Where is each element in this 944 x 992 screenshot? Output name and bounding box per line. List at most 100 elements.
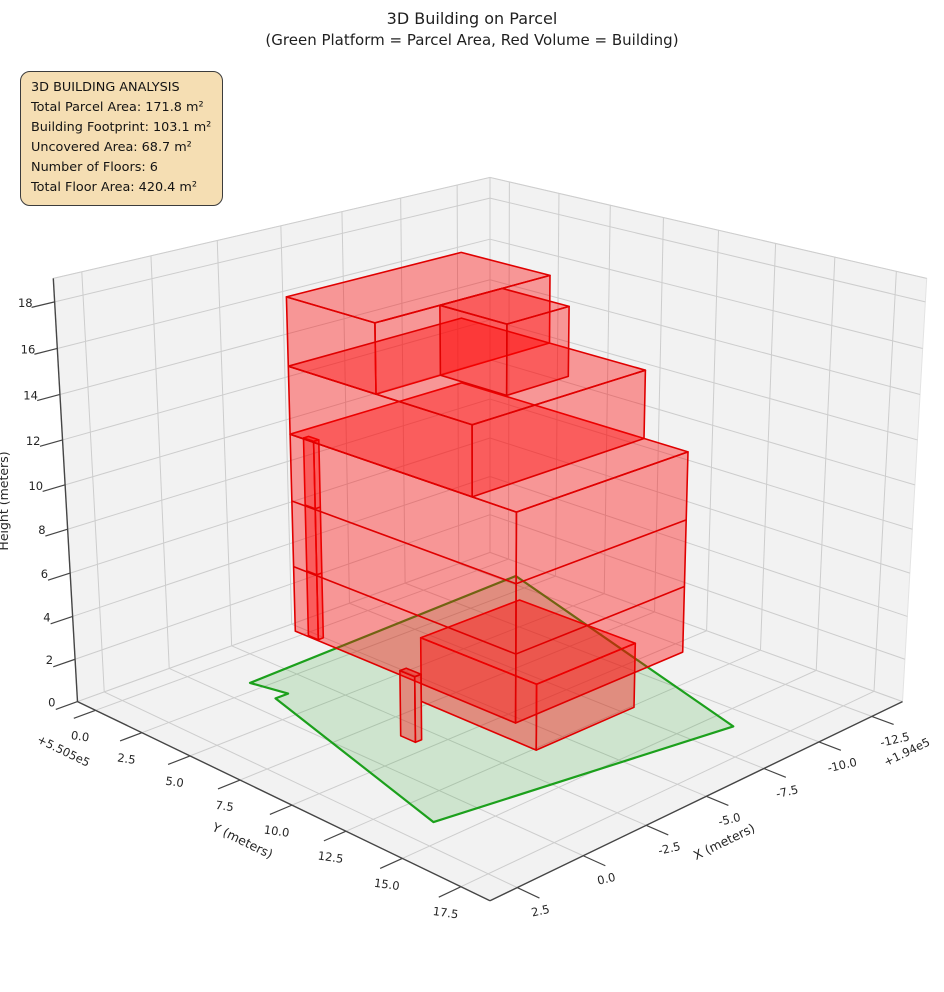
- y-gridline: [239, 611, 655, 781]
- building-entry-column-front-face: [399, 669, 417, 744]
- x-gridline: [291, 623, 707, 797]
- z-tick: [42, 484, 66, 493]
- y-tick: [119, 732, 143, 742]
- x-tick-label: -2.5: [657, 839, 682, 858]
- x-axis-line: [489, 700, 903, 902]
- y-gridline: [402, 669, 817, 859]
- x-tick: [871, 715, 894, 725]
- analysis-info-box: 3D BUILDING ANALYSIS Total Parcel Area: …: [20, 71, 224, 206]
- x-gridline: [456, 185, 460, 564]
- y-tick: [217, 779, 241, 790]
- y-gridline: [815, 257, 836, 671]
- y-tick-label: 0.0: [70, 728, 90, 744]
- x-tick-label: 2.5: [530, 902, 551, 920]
- z-gridline: [489, 398, 913, 530]
- z-tick: [53, 658, 76, 668]
- chart-title-line1: 3D Building on Parcel: [386, 9, 558, 28]
- y-tick-label: 12.5: [317, 849, 344, 866]
- z-tick: [47, 572, 71, 581]
- z-gridline: [57, 238, 491, 349]
- info-line-uncovered-area: Uncovered Area: 68.7 m²: [31, 140, 192, 155]
- building-floors-2-4-floor-line: [515, 585, 685, 655]
- info-line-parcel-area: Total Parcel Area: 171.8 m²: [31, 100, 204, 115]
- z-tick-label: 14: [23, 389, 38, 403]
- info-line-number-of-floors: Number of Floors: 6: [31, 160, 158, 175]
- y-tick-label: 2.5: [116, 751, 136, 767]
- z-tick: [39, 439, 63, 447]
- y-gridline: [759, 243, 777, 651]
- building-entry-column-roof-face: [399, 667, 422, 678]
- z-tick: [34, 347, 58, 355]
- building-floor-6-east-roof-face: [439, 287, 570, 325]
- y-tick: [379, 857, 403, 870]
- z-tick-label: 8: [38, 523, 45, 537]
- x-gridline: [458, 563, 873, 717]
- building-ground-floor-roof-face: [419, 599, 637, 686]
- z-tick-label: 12: [26, 434, 41, 448]
- z-tick-label: 6: [41, 567, 48, 581]
- x-gridline: [349, 602, 765, 769]
- building-corner-column-floor-line: [316, 572, 323, 576]
- info-line-footprint: Building Footprint: 103.1 m²: [31, 120, 212, 135]
- x-tick-label: -7.5: [774, 782, 799, 801]
- x-gridline: [280, 225, 293, 625]
- z-gridline: [489, 319, 918, 441]
- z-gridline: [59, 279, 491, 395]
- y-tick: [323, 830, 347, 842]
- y-gridline: [654, 217, 664, 612]
- building-corner-column-floor-line: [314, 506, 321, 510]
- z-tick-label: 10: [28, 479, 43, 493]
- x-gridline: [104, 691, 518, 889]
- z-tick: [37, 393, 61, 402]
- y-tick: [269, 804, 293, 815]
- z-tick-label: 16: [21, 343, 36, 357]
- building-corner-column-floor-line: [306, 570, 318, 576]
- x-tick: [582, 855, 606, 867]
- chart-title: 3D Building on Parcel (Green Platform = …: [0, 8, 944, 51]
- x-gridline: [169, 667, 584, 857]
- x-gridline: [400, 198, 406, 584]
- x-gridline: [404, 582, 820, 743]
- x-tick-label: -10.0: [826, 755, 858, 775]
- y-axis-line: [77, 700, 491, 902]
- z-gridline: [489, 279, 921, 395]
- building-floor-5-roof-face: [287, 317, 647, 426]
- y-tick-label: 15.0: [373, 876, 400, 893]
- building-floors-2-4-floor-line: [293, 565, 517, 655]
- x-tick-label: 0.0: [596, 870, 617, 888]
- y-gridline: [345, 649, 761, 832]
- z-gridline: [489, 476, 908, 617]
- y-gridline: [603, 205, 611, 594]
- x-gridline: [341, 211, 350, 604]
- building-floors-2-4-floor-line: [291, 500, 517, 585]
- building-corner-column-floor-line: [304, 504, 316, 510]
- z-gridline: [62, 319, 491, 441]
- y-gridline: [507, 181, 510, 560]
- z-gridline: [74, 514, 491, 660]
- z-gridline: [77, 551, 491, 703]
- y-gridline: [706, 230, 720, 631]
- z-gridline: [489, 514, 906, 660]
- building-floors-2-4-roof-face: [289, 381, 689, 513]
- pane-top-edge: [489, 176, 927, 279]
- z-tick: [31, 301, 55, 308]
- x-tick: [517, 887, 540, 899]
- y-tick-label: 5.0: [165, 774, 185, 790]
- info-line-total-floor-area: Total Floor Area: 420.4 m²: [31, 180, 197, 195]
- y-gridline: [555, 193, 560, 577]
- pane-top-edge: [53, 176, 491, 279]
- z-gridline: [489, 197, 926, 303]
- chart-title-line2: (Green Platform = Parcel Area, Red Volum…: [265, 31, 679, 49]
- z-gridline: [72, 476, 491, 617]
- z-gridline: [489, 437, 911, 574]
- z-tick-label: 2: [46, 653, 53, 667]
- z-tick: [50, 615, 73, 625]
- z-gridline: [67, 398, 491, 530]
- y-gridline: [141, 575, 556, 734]
- building-floor-6-west-roof-face: [285, 251, 551, 324]
- z-gridline: [489, 238, 923, 349]
- z-tick-label: 18: [18, 296, 33, 310]
- y-gridline: [460, 690, 875, 888]
